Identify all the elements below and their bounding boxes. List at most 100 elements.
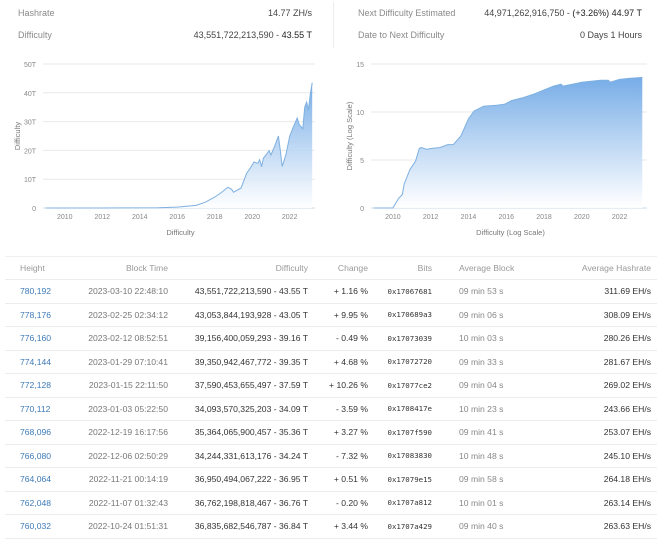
next-difficulty-short: (+3.26%) 44.97 T [572, 8, 642, 18]
difficulty-value: 36,835,682,546,787 - 36.84 T [168, 514, 308, 539]
hashrate-value: 14.77 ZH/s [267, 8, 312, 18]
bits-value: 0x17067681 [368, 279, 432, 304]
change-value: + 3.44 % [308, 514, 368, 539]
difficulty-value: 43,551,722,213,590 - 43.55 T [194, 25, 312, 45]
difficulty-row: Difficulty 43,551,722,213,590 - 43.55 T [0, 25, 330, 45]
block-height-link[interactable]: 766,080 [20, 450, 52, 461]
change-value: + 4.68 % [308, 350, 368, 374]
col-height[interactable]: Height [5, 256, 80, 280]
svg-text:Difficulty (Log Scale): Difficulty (Log Scale) [345, 101, 354, 170]
svg-text:0: 0 [360, 206, 364, 213]
svg-text:2020: 2020 [244, 214, 260, 221]
bits-value: 0x170689a3 [368, 303, 432, 327]
block-time: 2022-10-24 01:51:31 [80, 514, 168, 539]
next-difficulty-raw: 44,971,262,916,750 - [484, 8, 573, 18]
change-value: - 3.59 % [308, 397, 368, 421]
svg-text:2022: 2022 [282, 214, 298, 221]
difficulty-chart[interactable]: 0 10T 20T 30T 40T 50T 2010 2012 2014 2016 2018 2020… [0, 52, 330, 242]
difficulty-value: 34,244,331,613,176 - 34.24 T [168, 444, 308, 468]
block-time: 2023-01-03 05:22:50 [80, 397, 168, 421]
block-height-link[interactable]: 768,096 [20, 427, 52, 438]
change-value: - 0.49 % [308, 326, 368, 351]
svg-text:2014: 2014 [132, 214, 148, 221]
block-height-link[interactable]: 770,112 [20, 403, 51, 414]
change-value: - 0.20 % [308, 491, 368, 515]
block-time: 2022-12-19 16:17:56 [80, 420, 168, 445]
block-height-link[interactable]: 778,176 [20, 309, 52, 320]
average-hashrate-value: 281.67 EH/s [529, 350, 657, 374]
table-row: 774,144 2023-01-29 07:10:41 39,350,942,4… [5, 350, 657, 374]
table-row: 760,032 2022-10-24 01:51:31 36,835,682,5… [5, 514, 657, 539]
col-bits[interactable]: Bits [368, 256, 432, 280]
average-hashrate-value: 263.14 EH/s [529, 491, 657, 515]
svg-text:50T: 50T [24, 62, 37, 69]
svg-text:2018: 2018 [207, 214, 223, 221]
svg-text:5: 5 [360, 158, 364, 165]
date-next-difficulty-row: Date to Next Difficulty 0 Days 1 Hours [338, 25, 660, 45]
next-difficulty-panel: Next Difficulty Estimated 44,971,262,916… [338, 0, 660, 48]
table-row: 768,096 2022-12-19 16:17:56 35,364,065,9… [5, 420, 657, 445]
block-height-link[interactable]: 764,064 [20, 474, 52, 485]
average-block-value: 10 min 03 s [432, 326, 529, 351]
table-header-row: Height Block Time Difficulty Change Bits… [5, 256, 657, 280]
col-average-block[interactable]: Average Block [432, 256, 529, 280]
difficulty-log-chart-svg: 0 5 10 15 2010 2012 2014 2016 2018 2020 2022 Diffic… [345, 62, 647, 237]
average-block-value: 09 min 40 s [432, 514, 529, 539]
svg-text:15: 15 [356, 62, 364, 69]
bits-value: 0x17079e15 [368, 467, 432, 492]
average-block-value: 09 min 58 s [432, 467, 529, 492]
next-difficulty-row: Next Difficulty Estimated 44,971,262,916… [338, 3, 660, 23]
table-row: 762,048 2022-11-07 01:32:43 36,762,198,8… [5, 491, 657, 515]
average-hashrate-value: 263.63 EH/s [529, 514, 657, 539]
block-time: 2023-02-25 02:34:12 [80, 303, 168, 327]
change-value: + 3.27 % [308, 420, 368, 445]
col-average-hashrate[interactable]: Average Hashrate [529, 256, 657, 280]
svg-text:2010: 2010 [385, 214, 401, 221]
svg-text:2016: 2016 [498, 214, 514, 221]
average-block-value: 09 min 41 s [432, 420, 529, 445]
col-change[interactable]: Change [308, 256, 368, 280]
block-height-link[interactable]: 774,144 [20, 356, 52, 367]
block-height-link[interactable]: 772,128 [20, 380, 52, 391]
svg-text:0: 0 [32, 206, 36, 213]
difficulty-value: 35,364,065,900,457 - 35.36 T [168, 420, 308, 445]
block-time: 2023-03-10 22:48:10 [80, 279, 168, 304]
bits-value: 0x17072720 [368, 350, 432, 374]
panel-divider [333, 2, 334, 48]
average-block-value: 09 min 06 s [432, 303, 529, 327]
table-row: 772,128 2023-01-15 22:11:50 37,590,453,6… [5, 373, 657, 398]
difficulty-value: 43,053,844,193,928 - 43.05 T [168, 303, 308, 327]
next-difficulty-value: 44,971,262,916,750 - (+3.26%) 44.97 T [484, 3, 642, 23]
svg-text:2010: 2010 [57, 214, 73, 221]
difficulty-value: 39,156,400,059,293 - 39.16 T [168, 326, 308, 351]
block-height-link[interactable]: 776,160 [20, 333, 52, 344]
difficulty-value: 37,590,453,655,497 - 37.59 T [168, 373, 308, 398]
svg-text:Difficulty: Difficulty [166, 228, 194, 237]
svg-text:2016: 2016 [169, 214, 185, 221]
block-height-link[interactable]: 762,048 [20, 497, 52, 508]
col-block-time[interactable]: Block Time [80, 256, 168, 280]
svg-text:2014: 2014 [461, 214, 477, 221]
block-height-link[interactable]: 780,192 [20, 286, 52, 297]
svg-text:20T: 20T [24, 148, 37, 155]
svg-text:10T: 10T [24, 177, 37, 184]
difficulty-value: 36,950,494,067,222 - 36.95 T [168, 467, 308, 492]
average-block-value: 10 min 23 s [432, 397, 529, 421]
svg-text:40T: 40T [24, 91, 37, 98]
difficulty-history-table: Height Block Time Difficulty Change Bits… [5, 256, 657, 539]
bits-value: 0x17083830 [368, 444, 432, 468]
average-hashrate-value: 311.69 EH/s [529, 279, 657, 304]
block-height-link[interactable]: 760,032 [20, 521, 52, 532]
next-difficulty-label: Next Difficulty Estimated [358, 8, 456, 18]
stats-header: Hashrate 14.77 ZH/s Difficulty 43,551,72… [0, 0, 660, 48]
svg-text:2012: 2012 [423, 214, 439, 221]
col-difficulty[interactable]: Difficulty [168, 256, 308, 280]
difficulty-raw: 43,551,722,213,590 - [193, 30, 282, 40]
hashrate-label: Hashrate [18, 8, 55, 18]
date-next-difficulty-label: Date to Next Difficulty [358, 30, 445, 40]
average-hashrate-value: 280.26 EH/s [529, 326, 657, 351]
change-value: + 9.95 % [308, 303, 368, 327]
block-time: 2023-02-12 08:52:51 [80, 326, 168, 351]
block-time: 2022-11-21 00:14:19 [80, 467, 168, 492]
difficulty-log-chart[interactable]: 0 5 10 15 2010 2012 2014 2016 2018 2020 2022 Diffic… [330, 52, 660, 242]
